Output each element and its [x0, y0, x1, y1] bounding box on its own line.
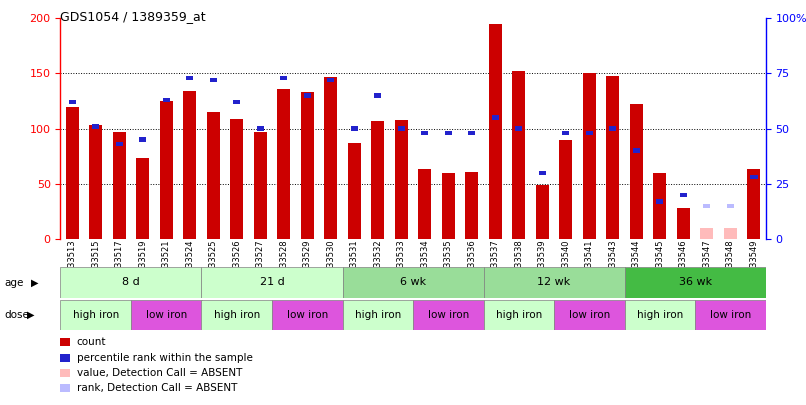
Bar: [257, 126, 264, 131]
Text: 12 wk: 12 wk: [538, 277, 571, 288]
Bar: [747, 169, 760, 239]
Text: high iron: high iron: [73, 310, 118, 320]
Bar: [395, 120, 408, 239]
Text: rank, Detection Call = ABSENT: rank, Detection Call = ABSENT: [77, 384, 237, 393]
Text: low iron: low iron: [569, 310, 610, 320]
Bar: [139, 137, 146, 142]
Bar: [69, 100, 76, 104]
Bar: [324, 77, 337, 239]
Bar: [418, 169, 431, 239]
Bar: [563, 131, 569, 135]
Bar: [633, 149, 640, 153]
Text: low iron: low iron: [710, 310, 751, 320]
Bar: [442, 173, 455, 239]
Bar: [186, 76, 193, 80]
Bar: [374, 93, 381, 98]
Text: high iron: high iron: [355, 310, 401, 320]
Text: ▶: ▶: [27, 310, 34, 320]
Bar: [113, 132, 126, 239]
Bar: [231, 119, 243, 239]
Bar: [630, 104, 643, 239]
Bar: [536, 185, 549, 239]
Bar: [515, 126, 522, 131]
Bar: [677, 208, 690, 239]
Bar: [704, 204, 710, 208]
Text: high iron: high iron: [637, 310, 683, 320]
Bar: [160, 101, 172, 239]
Bar: [207, 112, 220, 239]
Text: 8 d: 8 d: [122, 277, 140, 288]
Text: 21 d: 21 d: [260, 277, 285, 288]
Bar: [92, 124, 99, 129]
Bar: [413, 300, 484, 330]
Bar: [695, 300, 766, 330]
Bar: [163, 98, 170, 102]
Text: age: age: [4, 278, 23, 288]
Bar: [422, 131, 428, 135]
Bar: [700, 228, 713, 239]
Bar: [727, 204, 734, 208]
Bar: [89, 125, 102, 239]
Bar: [66, 107, 79, 239]
Bar: [351, 126, 358, 131]
Bar: [625, 267, 766, 298]
Bar: [254, 132, 267, 239]
Text: low iron: low iron: [287, 310, 328, 320]
Bar: [465, 172, 478, 239]
Bar: [280, 76, 287, 80]
Text: dose: dose: [4, 310, 29, 320]
Bar: [492, 115, 499, 120]
Bar: [625, 300, 695, 330]
Bar: [586, 131, 593, 135]
Bar: [131, 300, 202, 330]
Bar: [116, 142, 123, 146]
Bar: [656, 199, 663, 204]
Bar: [348, 143, 361, 239]
Bar: [233, 100, 240, 104]
Text: high iron: high iron: [496, 310, 542, 320]
Text: high iron: high iron: [214, 310, 260, 320]
Bar: [609, 126, 617, 131]
Bar: [554, 300, 625, 330]
Bar: [559, 140, 572, 239]
Bar: [372, 121, 384, 239]
Text: value, Detection Call = ABSENT: value, Detection Call = ABSENT: [77, 368, 242, 378]
Bar: [484, 300, 554, 330]
Bar: [539, 171, 546, 175]
Bar: [272, 300, 343, 330]
Text: low iron: low iron: [428, 310, 469, 320]
Bar: [445, 131, 452, 135]
Bar: [202, 267, 343, 298]
Bar: [484, 267, 625, 298]
Bar: [343, 300, 413, 330]
Bar: [513, 71, 526, 239]
Bar: [327, 78, 334, 82]
Bar: [60, 267, 201, 298]
Text: low iron: low iron: [146, 310, 187, 320]
Bar: [202, 300, 272, 330]
Bar: [183, 91, 196, 239]
Bar: [398, 126, 405, 131]
Bar: [606, 76, 619, 239]
Text: count: count: [77, 337, 106, 347]
Text: 36 wk: 36 wk: [679, 277, 712, 288]
Text: ▶: ▶: [31, 278, 38, 288]
Bar: [301, 92, 314, 239]
Bar: [654, 173, 667, 239]
Bar: [680, 193, 687, 197]
Bar: [724, 228, 737, 239]
Bar: [60, 300, 131, 330]
Bar: [304, 93, 311, 98]
Bar: [277, 89, 290, 239]
Text: percentile rank within the sample: percentile rank within the sample: [77, 353, 252, 362]
Bar: [468, 131, 476, 135]
Text: GDS1054 / 1389359_at: GDS1054 / 1389359_at: [60, 10, 206, 23]
Bar: [489, 24, 502, 239]
Bar: [750, 175, 758, 179]
Bar: [210, 78, 217, 82]
Text: 6 wk: 6 wk: [400, 277, 426, 288]
Bar: [343, 267, 484, 298]
Bar: [583, 73, 596, 239]
Bar: [136, 158, 149, 239]
